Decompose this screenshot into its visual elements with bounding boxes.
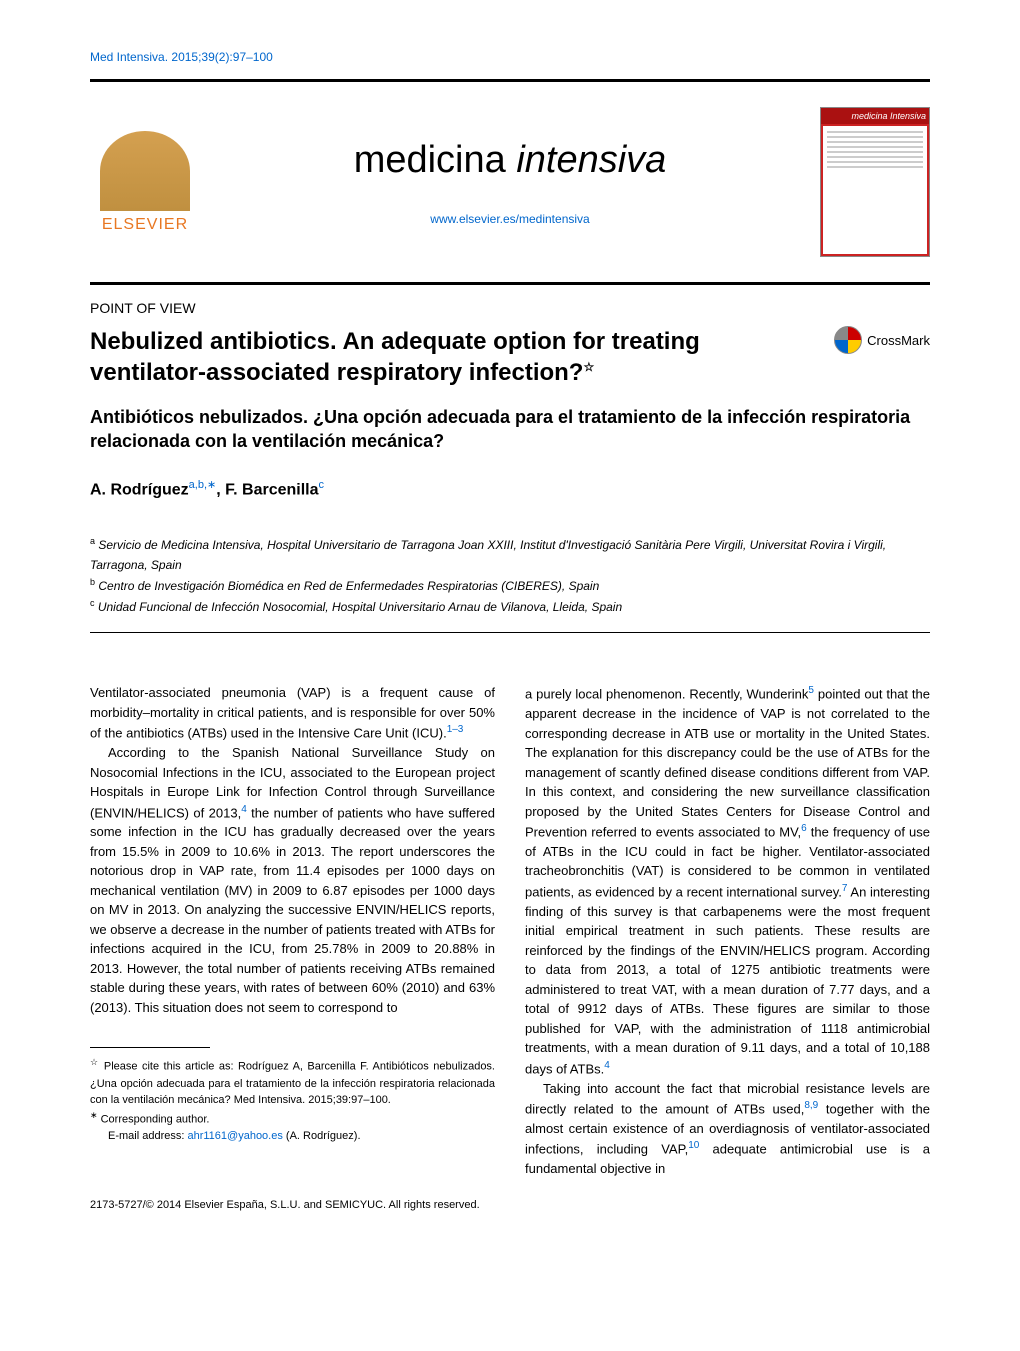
elsevier-logo-text: ELSEVIER <box>102 216 188 234</box>
p2b-text: the number of patients who have suffered… <box>90 805 495 1015</box>
title-text: Nebulized antibiotics. An adequate optio… <box>90 328 700 386</box>
citation-yearvol: 2015;39(2):97–100 <box>171 50 272 64</box>
aff-c-text: Unidad Funcional de Infección Nosocomial… <box>95 600 623 614</box>
crossmark-badge[interactable]: CrossMark <box>834 326 930 354</box>
para-3: a purely local phenomenon. Recently, Wun… <box>525 683 930 1078</box>
author-2: , F. Barcenilla <box>216 481 318 498</box>
footnote-corr: ∗ Corresponding author. <box>90 1109 495 1128</box>
para-4: Taking into account the fact that microb… <box>525 1079 930 1179</box>
affiliations: a Servicio de Medicina Intensiva, Hospit… <box>90 534 930 617</box>
aff-b-text: Centro de Investigación Biomédica en Red… <box>95 579 599 593</box>
section-label: POINT OF VIEW <box>90 300 930 316</box>
crossmark-label: CrossMark <box>867 333 930 348</box>
para-2: According to the Spanish National Survei… <box>90 743 495 1017</box>
header-citation: Med Intensiva. 2015;39(2):97–100 <box>90 50 930 64</box>
ref-4b[interactable]: 4 <box>604 1060 610 1071</box>
author-1-sup: a,b,∗ <box>189 479 217 491</box>
journal-header: ELSEVIER medicina intensiva www.elsevier… <box>90 87 930 277</box>
article-subtitle: Antibióticos nebulizados. ¿Una opción ad… <box>90 406 930 453</box>
authors: A. Rodrígueza,b,∗, F. Barcenillac <box>90 478 930 499</box>
divider-top <box>90 79 930 82</box>
body-columns: Ventilator-associated pneumonia (VAP) is… <box>90 683 930 1178</box>
p1-text: Ventilator-associated pneumonia (VAP) is… <box>90 685 495 740</box>
elsevier-logo: ELSEVIER <box>90 122 200 242</box>
copyright: 2173-5727/© 2014 Elsevier España, S.L.U.… <box>90 1199 930 1211</box>
author-1: A. Rodríguez <box>90 481 189 498</box>
affiliation-b: b Centro de Investigación Biomédica en R… <box>90 575 930 596</box>
aff-a-text: Servicio de Medicina Intensiva, Hospital… <box>90 538 886 571</box>
citation-link[interactable]: Med Intensiva. 2015;39(2):97–100 <box>90 50 273 64</box>
journal-url[interactable]: www.elsevier.es/medintensiva <box>200 212 820 226</box>
para-1: Ventilator-associated pneumonia (VAP) is… <box>90 683 495 743</box>
affiliation-c: c Unidad Funcional de Infección Nosocomi… <box>90 596 930 617</box>
fn-cite-text: Please cite this article as: Rodríguez A… <box>90 1061 495 1106</box>
column-left: Ventilator-associated pneumonia (VAP) is… <box>90 683 495 1178</box>
p3b-text: pointed out that the apparent decrease i… <box>525 687 930 840</box>
fn-corr-text: Corresponding author. <box>98 1113 210 1125</box>
footnote-email: E-mail address: ahr1161@yahoo.es (A. Rod… <box>90 1128 495 1145</box>
citation-journal: Med Intensiva. <box>90 50 168 64</box>
p3a-text: a purely local phenomenon. Recently, Wun… <box>525 687 808 702</box>
ref-10[interactable]: 10 <box>688 1140 699 1151</box>
crossmark-icon <box>834 326 862 354</box>
title-row: Nebulized antibiotics. An adequate optio… <box>90 326 930 388</box>
article-title: Nebulized antibiotics. An adequate optio… <box>90 326 834 388</box>
p3d-text: An interesting finding of this survey is… <box>525 884 930 1076</box>
fn-corr-star: ∗ <box>90 1110 98 1120</box>
journal-title: medicina intensiva <box>200 139 820 182</box>
author-2-sup: c <box>319 479 325 491</box>
journal-cover-thumbnail: medicina Intensiva <box>820 107 930 257</box>
ref-8-9[interactable]: 8,9 <box>804 1100 818 1111</box>
footnote-cite: ☆ Please cite this article as: Rodríguez… <box>90 1056 495 1108</box>
email-author: (A. Rodríguez). <box>283 1130 361 1142</box>
column-right: a purely local phenomenon. Recently, Wun… <box>525 683 930 1178</box>
footnote-divider <box>90 1047 210 1048</box>
journal-name-part1: medicina <box>354 139 517 181</box>
journal-name-part2: intensiva <box>516 139 666 181</box>
elsevier-tree-icon <box>100 131 190 211</box>
journal-title-wrap: medicina intensiva www.elsevier.es/medin… <box>200 139 820 226</box>
email-link[interactable]: ahr1161@yahoo.es <box>187 1130 282 1142</box>
affiliation-a: a Servicio de Medicina Intensiva, Hospit… <box>90 534 930 574</box>
divider-mid <box>90 282 930 285</box>
cover-body <box>823 126 927 254</box>
email-label: E-mail address: <box>108 1130 187 1142</box>
divider-affil <box>90 632 930 633</box>
cover-title: medicina Intensiva <box>821 108 929 124</box>
title-star: ☆ <box>583 360 594 374</box>
ref-1-3[interactable]: 1–3 <box>447 724 464 735</box>
